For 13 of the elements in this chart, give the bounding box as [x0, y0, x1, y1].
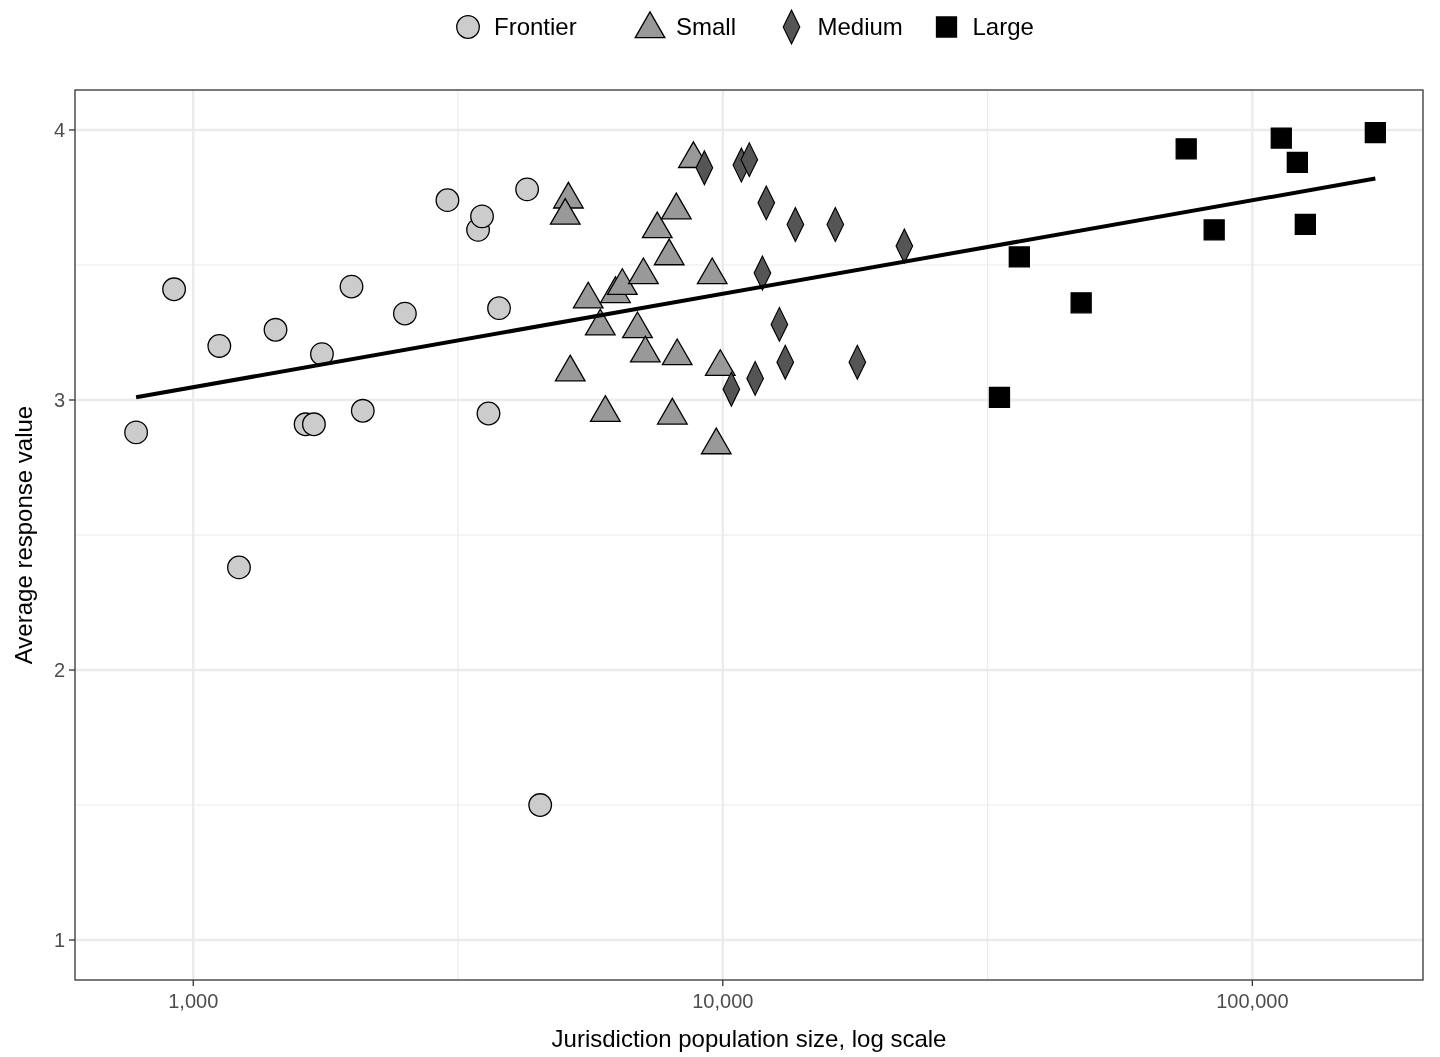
- legend-label: Medium: [817, 13, 903, 40]
- legend-label: Small: [676, 13, 737, 40]
- y-tick-label: 2: [53, 659, 65, 682]
- y-tick-label: 1: [53, 929, 65, 952]
- legend-label: Large: [972, 13, 1034, 40]
- y-tick-label: 3: [53, 388, 65, 411]
- x-tick-label: 100,000: [1216, 990, 1289, 1012]
- x-axis-title: Jurisdiction population size, log scale: [551, 1025, 947, 1052]
- y-tick-label: 4: [53, 118, 65, 141]
- x-tick-label: 10,000: [692, 990, 754, 1012]
- y-axis-title: Average response value: [10, 405, 37, 665]
- legend-label: Frontier: [494, 13, 577, 40]
- x-tick-label: 1,000: [168, 990, 219, 1012]
